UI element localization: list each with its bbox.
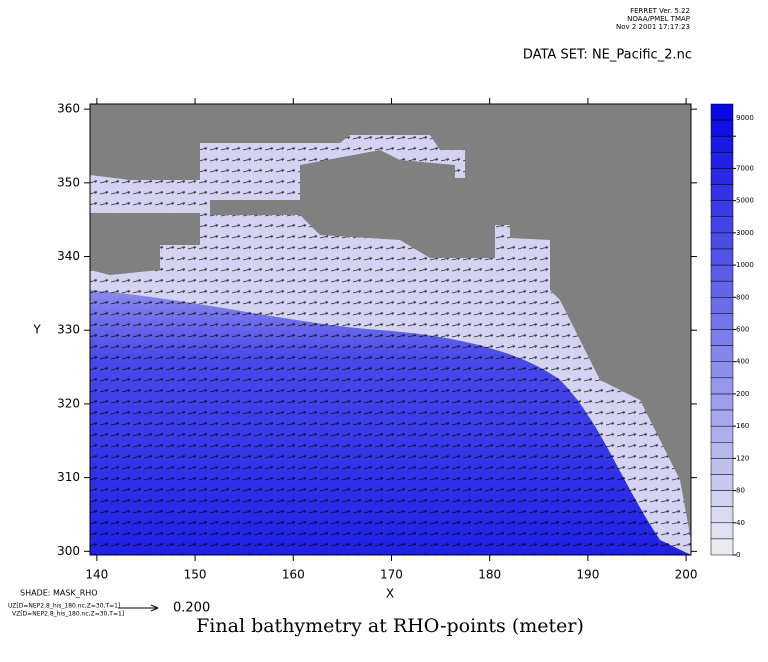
colorbar-box (710, 168, 734, 185)
x-tick-label: 160 (282, 568, 305, 582)
x-tick-label: 190 (576, 568, 599, 582)
colorbar-box (710, 248, 734, 266)
colorbar-box (710, 474, 734, 491)
colorbar-box (710, 280, 734, 298)
colorbar-box (710, 297, 734, 314)
shade-label: SHADE: MASK_RHO (20, 589, 98, 598)
colorbar-box (710, 200, 734, 217)
colorbar-label: 200 (736, 390, 749, 398)
colorbar-box (710, 119, 734, 137)
colorbar-box (710, 232, 734, 250)
colorbar-box (710, 393, 734, 411)
colorbar-box (710, 216, 734, 234)
dataset: DATA SET: NE_Pacific_2.nc (523, 48, 692, 63)
chart-title: Final bathymetry at RHO-points (meter) (196, 615, 584, 637)
colorbar-label: 1000 (736, 261, 754, 269)
colorbar-box (710, 409, 734, 427)
x-tick-label: 180 (478, 568, 501, 582)
colorbar-label: 0 (736, 551, 740, 559)
x-tick-label: 150 (184, 568, 207, 582)
colorbar-box (710, 361, 734, 379)
colorbar-box (710, 490, 734, 507)
x-axis-label: X (386, 587, 394, 601)
y-tick-label: 330 (57, 323, 80, 337)
y-tick-label: 310 (57, 470, 80, 484)
colorbar-label: 160 (736, 422, 749, 430)
plot-frame (89, 103, 692, 556)
header: Nov 2 2001 17:17:23 (616, 23, 690, 31)
y-axis-label: Y (32, 323, 41, 337)
colorbar-label: 80 (736, 487, 745, 495)
scale-arrow-head (150, 604, 159, 612)
y-tick-label: 300 (57, 544, 80, 558)
colorbar-box (710, 442, 734, 459)
colorbar-label: 3000 (736, 229, 754, 237)
colorbar-box (710, 184, 734, 201)
vector-label: UZ[D=NEP2.8_his_180.nc,Z=30,T=1] (8, 603, 120, 610)
colorbar-box (710, 345, 734, 362)
y-tick-label: 340 (57, 249, 80, 263)
colorbar-label: 800 (736, 293, 749, 301)
vector-label: VZ[D=NEP2.8_his_180.nc,Z=30,T=1] (12, 611, 124, 618)
y-tick-label: 350 (57, 175, 80, 189)
colorbar-box (710, 135, 734, 153)
colorbar-label: 600 (736, 326, 749, 334)
colorbar-box (710, 458, 734, 475)
colorbar-label: 400 (736, 358, 749, 366)
header: NOAA/PMEL TMAP (627, 15, 690, 23)
colorbar-box (710, 538, 734, 556)
colorbar-box (710, 522, 734, 540)
y-tick-label: 360 (57, 102, 80, 116)
y-tick-label: 320 (57, 396, 80, 410)
colorbar-label: 40 (736, 519, 745, 527)
colorbar-box (710, 506, 734, 524)
colorbar-box (710, 329, 734, 346)
x-tick-label: 170 (380, 568, 403, 582)
x-tick-label: 140 (85, 568, 108, 582)
colorbar-box (710, 264, 734, 282)
colorbar-box (710, 425, 734, 443)
vectors (90, 135, 691, 555)
colorbar-label: 9000 (736, 114, 754, 122)
x-tick-label: 200 (675, 568, 698, 582)
colorbar-box (710, 152, 734, 169)
colorbar-label: 5000 (736, 197, 754, 205)
colorbar-box (710, 313, 734, 330)
vector-scale: 0.200 (173, 601, 210, 616)
colorbar-label: 7000 (736, 164, 754, 172)
colorbar-box (710, 377, 734, 395)
colorbar-box (710, 103, 734, 121)
map (90, 104, 691, 555)
header: FERRET Ver. 5.22 (630, 7, 690, 15)
colorbar-label: 120 (736, 454, 749, 462)
